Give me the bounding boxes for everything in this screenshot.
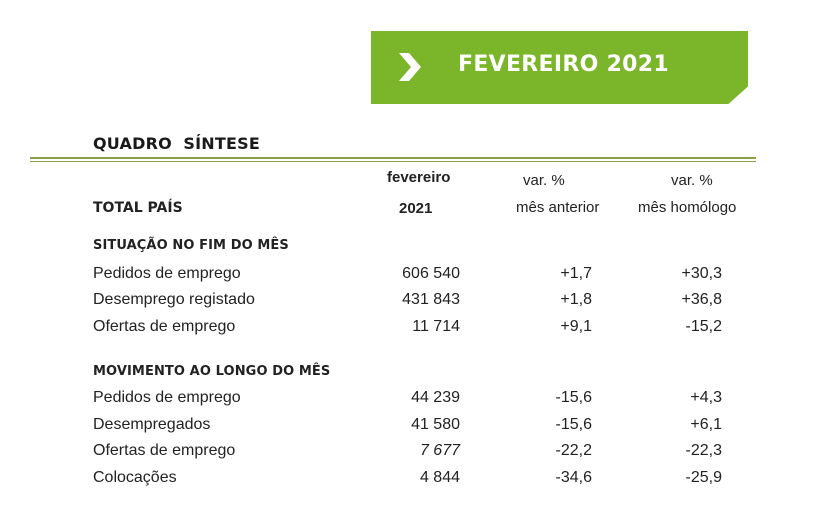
row-var-yoy: +6,1 [690,416,722,433]
month-banner: FEVEREIRO 2021 [371,31,748,104]
row-value: 431 843 [402,291,460,308]
section-title: QUADRO SÍNTESE [93,134,260,153]
row-var-yoy: +4,3 [690,389,722,406]
col3-header-line1: var. % [671,172,713,189]
row-var-prev: +9,1 [560,318,592,335]
row-var-yoy: +30,3 [681,265,722,282]
row-label: Pedidos de emprego [93,265,241,282]
row-var-prev: -34,6 [555,469,592,486]
row-var-yoy: +36,8 [681,291,722,308]
col2-header-line1: var. % [523,172,565,189]
row-var-yoy: -22,3 [685,442,722,459]
group-title: MOVIMENTO AO LONGO DO MÊS [93,364,331,379]
row-value: 44 239 [411,389,460,406]
row-label: Ofertas de emprego [93,318,236,335]
row-value: 606 540 [402,265,460,282]
total-pais-label: TOTAL PAÍS [93,200,183,216]
row-label: Desempregados [93,416,211,433]
chevron-right-icon [399,53,421,81]
row-var-yoy: -15,2 [685,318,722,335]
row-var-prev: +1,7 [560,265,592,282]
row-var-prev: -22,2 [555,442,592,459]
row-value: 4 844 [419,469,460,486]
col1-header-line2: 2021 [399,200,433,217]
row-value: 11 714 [412,318,460,335]
row-label: Ofertas de emprego [93,442,236,459]
divider-line [30,157,756,159]
row-var-prev: -15,6 [555,389,592,406]
row-var-prev: +1,8 [560,291,592,308]
banner-title: FEVEREIRO 2021 [458,52,669,77]
col2-header-line2: mês anterior [516,199,600,216]
row-var-prev: -15,6 [555,416,592,433]
row-label: Colocações [93,469,177,486]
row-var-yoy: -25,9 [685,469,722,486]
row-label: Pedidos de emprego [93,389,241,406]
col1-header-line1: fevereiro [387,169,451,186]
col3-header-line2: mês homólogo [638,199,737,216]
row-value: 7 677 [419,442,460,459]
group-title: SITUAÇÃO NO FIM DO MÊS [93,238,289,253]
row-label: Desemprego registado [93,291,255,308]
row-value: 41 580 [411,416,460,433]
divider-line [30,161,756,162]
